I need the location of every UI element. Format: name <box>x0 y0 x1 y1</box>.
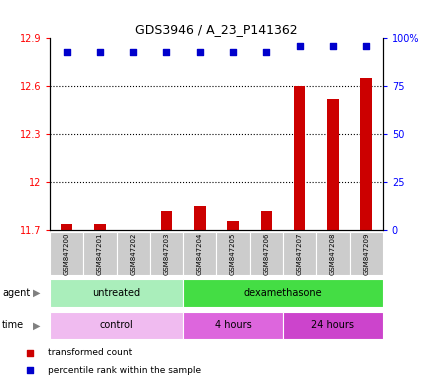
Bar <box>183 232 216 275</box>
Text: GSM847206: GSM847206 <box>263 232 269 275</box>
Text: GSM847208: GSM847208 <box>329 232 335 275</box>
Point <box>63 49 70 55</box>
Point <box>129 49 136 55</box>
Text: percentile rank within the sample: percentile rank within the sample <box>48 366 201 375</box>
Bar <box>293 86 305 230</box>
Bar <box>50 312 183 339</box>
Point <box>26 350 33 356</box>
Bar <box>260 211 272 230</box>
Point <box>329 43 335 49</box>
Bar <box>50 232 83 275</box>
Bar <box>316 232 349 275</box>
Bar <box>61 224 72 230</box>
Bar <box>349 232 382 275</box>
Bar <box>94 224 105 230</box>
Point <box>229 49 236 55</box>
Text: untreated: untreated <box>92 288 140 298</box>
Text: transformed count: transformed count <box>48 348 132 357</box>
Point <box>196 49 203 55</box>
Point <box>296 43 302 49</box>
Text: GSM847201: GSM847201 <box>97 232 103 275</box>
Bar <box>183 312 283 339</box>
Text: GSM847205: GSM847205 <box>230 232 236 275</box>
Bar <box>149 232 183 275</box>
Bar <box>283 232 316 275</box>
Text: agent: agent <box>2 288 30 298</box>
Bar <box>227 221 238 230</box>
Text: GSM847203: GSM847203 <box>163 232 169 275</box>
Bar <box>160 211 172 230</box>
Point <box>26 367 33 373</box>
Point <box>96 49 103 55</box>
Text: GSM847200: GSM847200 <box>63 232 69 275</box>
Text: 24 hours: 24 hours <box>311 320 354 331</box>
Text: dexamethasone: dexamethasone <box>243 288 322 298</box>
Text: GSM847209: GSM847209 <box>362 232 368 275</box>
Text: 4 hours: 4 hours <box>214 320 251 331</box>
Bar <box>216 232 249 275</box>
Bar <box>283 312 382 339</box>
Text: time: time <box>2 320 24 331</box>
Bar <box>183 279 382 306</box>
Point <box>362 43 369 49</box>
Text: GSM847204: GSM847204 <box>196 232 202 275</box>
Bar <box>116 232 149 275</box>
Text: GSM847202: GSM847202 <box>130 232 136 275</box>
Bar <box>83 232 116 275</box>
Bar <box>359 78 371 230</box>
Text: GSM847207: GSM847207 <box>296 232 302 275</box>
Point <box>163 49 170 55</box>
Text: ▶: ▶ <box>33 288 41 298</box>
Title: GDS3946 / A_23_P141362: GDS3946 / A_23_P141362 <box>135 23 297 36</box>
Bar <box>50 279 183 306</box>
Bar <box>194 207 205 230</box>
Text: ▶: ▶ <box>33 320 41 331</box>
Text: control: control <box>99 320 133 331</box>
Bar <box>249 232 283 275</box>
Point <box>262 49 269 55</box>
Bar <box>326 99 338 230</box>
